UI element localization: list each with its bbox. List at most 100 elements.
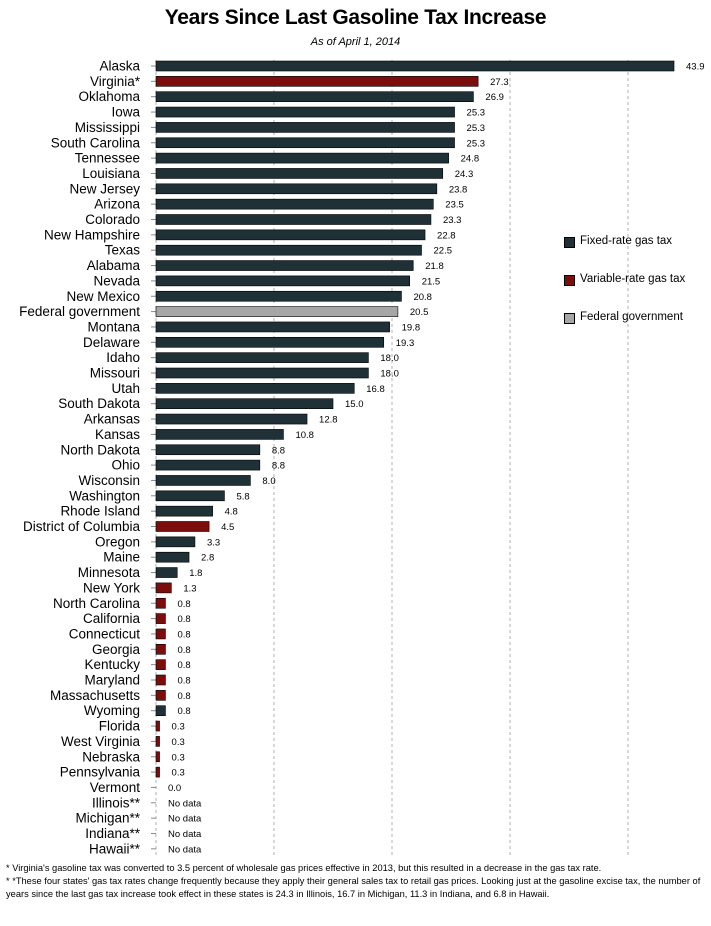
data-label: 1.3 xyxy=(183,583,196,594)
category-label: Hawaii** xyxy=(89,841,141,856)
bar xyxy=(155,567,178,578)
data-label: 25.3 xyxy=(467,123,486,134)
data-label: 20.5 xyxy=(410,307,429,318)
category-label: New Jersey xyxy=(69,181,140,196)
bar xyxy=(155,643,166,655)
category-label: Montana xyxy=(87,319,140,334)
category-label: Kansas xyxy=(95,427,140,442)
bar xyxy=(155,321,390,333)
category-label: Delaware xyxy=(83,335,140,350)
category-label: Illinois** xyxy=(92,795,141,810)
legend-item-fixed: Fixed-rate gas tax xyxy=(564,235,711,251)
category-label: Wisconsin xyxy=(78,473,140,488)
chart-subtitle: As of April 1, 2014 xyxy=(310,36,401,48)
bar xyxy=(155,597,166,609)
data-label: 8.8 xyxy=(272,445,285,456)
data-label: 0.8 xyxy=(177,706,190,717)
data-label: 22.8 xyxy=(437,230,456,241)
bar xyxy=(155,275,410,287)
category-label: Nevada xyxy=(93,273,140,288)
data-label: 12.8 xyxy=(319,415,338,426)
data-label: No data xyxy=(168,798,202,809)
legend-item-federal: Federal government xyxy=(564,311,711,327)
category-label: Idaho xyxy=(106,350,140,365)
data-label: 2.8 xyxy=(201,553,214,564)
data-label: 0.8 xyxy=(177,691,190,702)
bar-chart: Alaska 43.9 Virginia* 27.3 Oklahoma 26.9 Iowa 2… xyxy=(19,59,705,858)
category-label: Ohio xyxy=(111,458,140,473)
category-label: Tennessee xyxy=(75,151,140,166)
category-label: Rhode Island xyxy=(60,504,140,519)
category-label: Wyoming xyxy=(84,703,140,718)
bar xyxy=(155,122,455,133)
category-label: New Hampshire xyxy=(44,227,140,242)
category-label: Michigan** xyxy=(75,811,140,826)
category-label: Georgia xyxy=(92,642,141,657)
bar xyxy=(155,352,369,363)
footnotes: * Virginia's gasoline tax was converted … xyxy=(6,862,706,901)
chart-title: Years Since Last Gasoline Tax Increase xyxy=(164,6,547,29)
data-label: 24.8 xyxy=(461,154,480,165)
data-label: No data xyxy=(168,829,202,840)
bar xyxy=(155,582,172,594)
data-label: 19.8 xyxy=(402,322,421,333)
bar xyxy=(155,551,190,563)
data-label: 10.8 xyxy=(295,430,314,441)
bar xyxy=(155,459,261,471)
bar xyxy=(155,766,160,778)
data-label: 16.8 xyxy=(366,384,385,395)
data-label: 5.8 xyxy=(236,491,249,502)
category-label: New Mexico xyxy=(66,289,140,304)
data-label: 25.3 xyxy=(467,108,486,119)
data-label: 0.3 xyxy=(172,722,185,733)
bar xyxy=(155,398,334,410)
data-label: 23.5 xyxy=(445,200,464,211)
category-label: New York xyxy=(83,580,140,595)
legend-swatch-federal xyxy=(564,313,575,324)
category-label: Oklahoma xyxy=(78,89,140,104)
bar xyxy=(155,383,355,394)
category-label: Texas xyxy=(105,243,141,258)
data-label: 23.3 xyxy=(443,215,462,226)
category-label: Alaska xyxy=(99,59,140,74)
bar xyxy=(155,720,160,732)
data-label: 25.3 xyxy=(467,138,486,149)
bar xyxy=(155,736,160,747)
category-label: Virginia* xyxy=(90,74,141,89)
category-label: Florida xyxy=(99,719,141,734)
bar xyxy=(155,91,474,102)
category-label: Maryland xyxy=(84,673,140,688)
data-label: 8.0 xyxy=(262,476,275,487)
data-label: 0.3 xyxy=(172,752,185,763)
bar xyxy=(155,260,414,271)
bar xyxy=(155,475,251,486)
bar xyxy=(155,490,225,502)
data-label: 0.3 xyxy=(172,768,185,779)
data-label: 0.3 xyxy=(172,737,185,748)
category-label: California xyxy=(83,611,141,626)
bar xyxy=(155,367,369,379)
bar xyxy=(155,306,399,317)
data-label: 27.3 xyxy=(490,77,509,88)
data-label: 18.0 xyxy=(380,353,399,364)
data-label: 15.0 xyxy=(345,399,364,410)
data-label: 0.8 xyxy=(177,599,190,610)
category-label: South Carolina xyxy=(51,135,141,150)
category-label: Washington xyxy=(69,488,140,503)
category-label: Connecticut xyxy=(69,626,141,641)
category-label: Louisiana xyxy=(82,166,140,181)
bar xyxy=(155,183,438,195)
data-label: 19.3 xyxy=(396,338,415,349)
data-label: 8.8 xyxy=(272,461,285,472)
category-label: Minnesota xyxy=(78,565,141,580)
data-label: No data xyxy=(168,814,202,825)
data-label: 1.8 xyxy=(189,568,202,579)
legend-label-federal: Federal government xyxy=(580,311,683,323)
category-label: District of Columbia xyxy=(23,519,141,534)
footnote-virginia: * Virginia's gasoline tax was converted … xyxy=(6,863,602,873)
bar xyxy=(155,168,444,179)
data-label: 26.9 xyxy=(485,92,504,103)
legend-item-variable: Variable-rate gas tax xyxy=(564,273,711,289)
legend-swatch-fixed xyxy=(564,237,575,248)
data-label: 0.8 xyxy=(177,676,190,687)
